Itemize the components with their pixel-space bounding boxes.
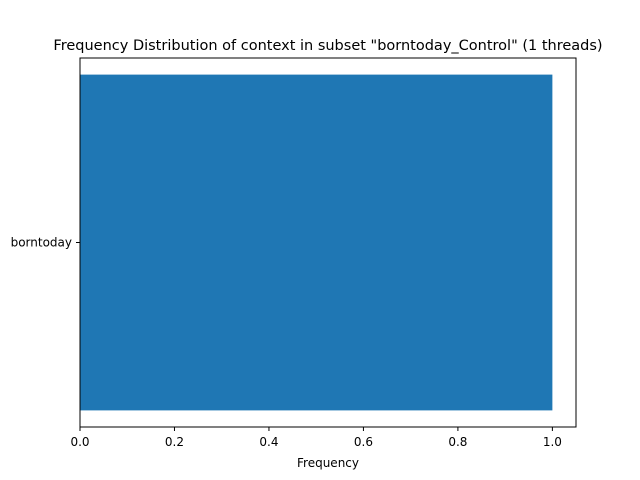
x-tick-label: 0.2 <box>165 435 184 449</box>
y-tick-label: borntoday <box>11 236 72 250</box>
y-axis-ticks: borntoday <box>11 236 80 250</box>
bar-borntoday <box>80 74 553 411</box>
x-tick-label: 0.0 <box>70 435 89 449</box>
x-tick-label: 0.4 <box>259 435 278 449</box>
x-tick-label: 0.8 <box>448 435 467 449</box>
x-tick-label: 0.6 <box>354 435 373 449</box>
x-tick-label: 1.0 <box>543 435 562 449</box>
chart-title: Frequency Distribution of context in sub… <box>53 38 602 54</box>
plot-area <box>80 74 553 411</box>
x-axis-label: Frequency <box>297 456 359 470</box>
x-axis-ticks: 0.0 0.2 0.4 0.6 0.8 1.0 <box>70 427 562 449</box>
